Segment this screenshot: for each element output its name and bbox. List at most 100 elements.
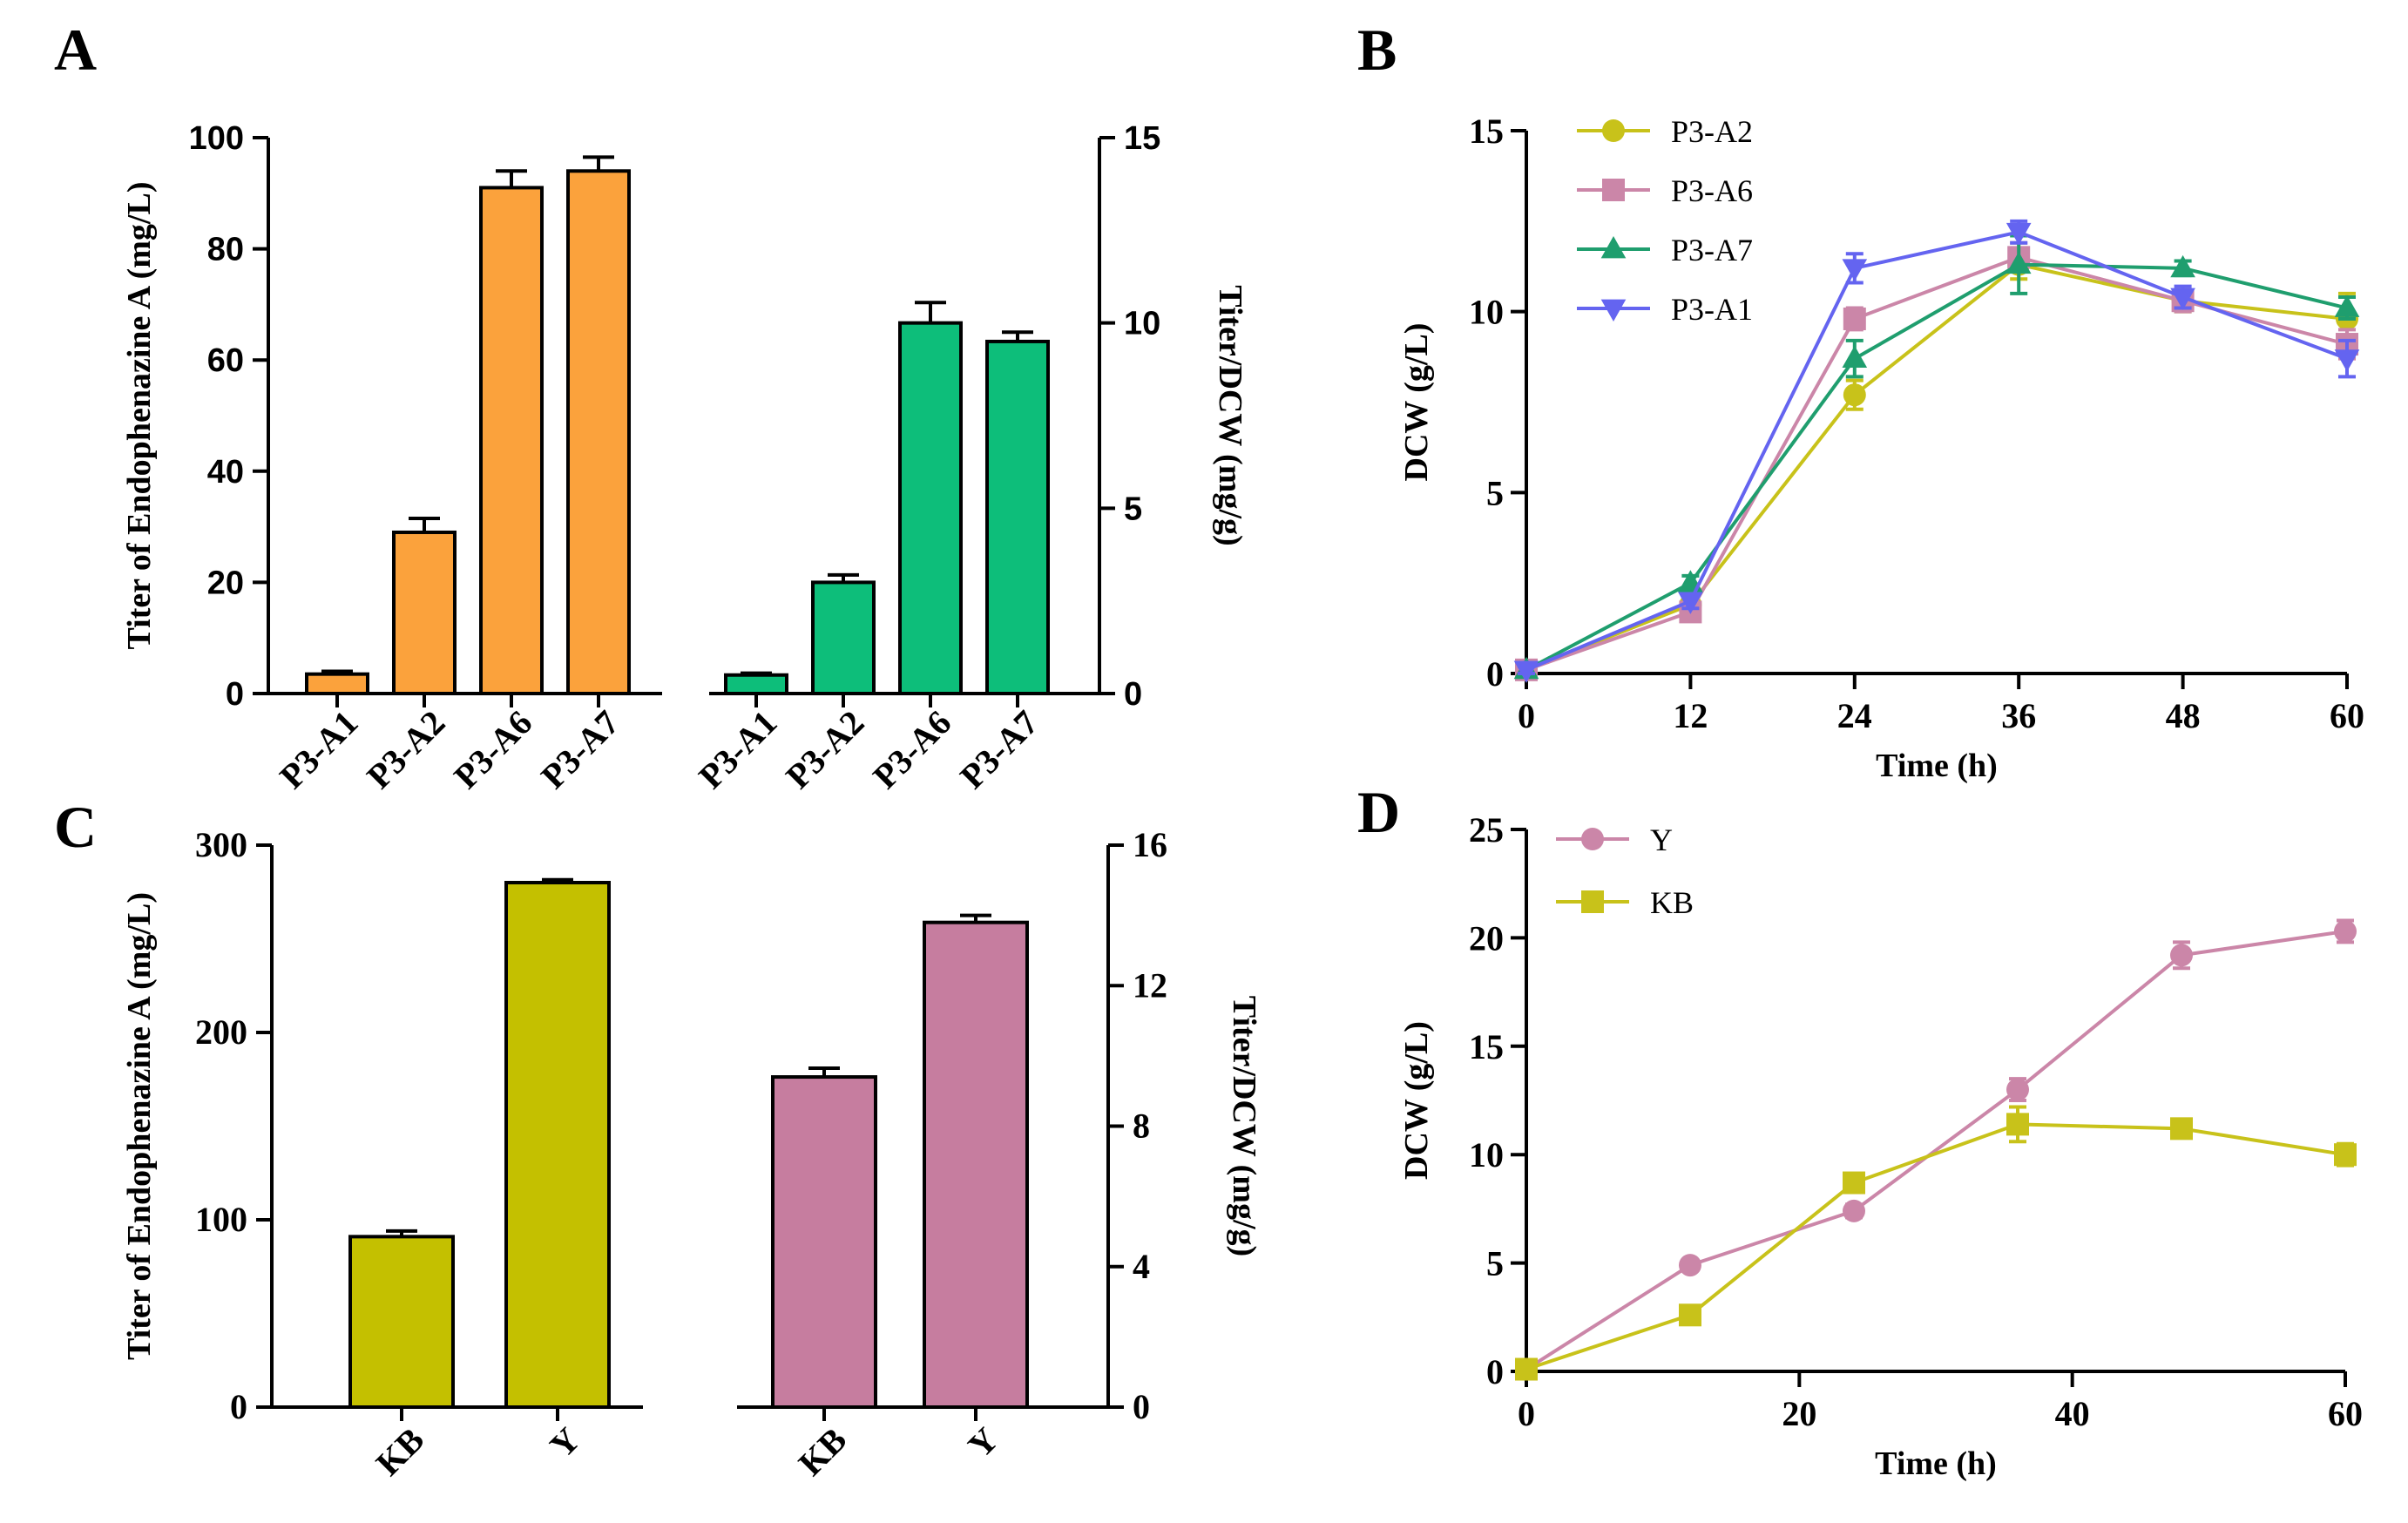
x-tick-label-20: 20 [1782,1394,1816,1433]
x-tick-label-0: 0 [1518,1394,1535,1433]
point-y-36 [2006,1078,2029,1101]
point-kb-36 [2006,1113,2029,1136]
left-tick-label-40: 40 [207,454,244,491]
panel-b: 0 5 10 15 0 12 24 36 48 60 Time (h) DCW (g/L) P3-A2 P… [1398,112,2364,784]
legend-label-p3-a7: P3-A7 [1671,233,1753,267]
legend-label-kb: KB [1650,885,1694,920]
left-tick-label-60: 60 [207,342,244,379]
x-tick-label-kb-1: KB [791,1420,855,1484]
panel-c: 0 100 200 300 0 4 8 12 16 Titer of Endophenazine … [121,825,1262,1483]
point-p3-a1-48 [2170,288,2195,311]
right-tick-label-15: 15 [1124,120,1160,157]
x-tick-label-p3-a2-0: P3-A2 [359,703,452,796]
point-p3-a1-36 [2006,222,2032,246]
left-axis-title: Titer of Endophenazine A (mg/L) [121,892,158,1360]
y-tick-label-5: 5 [1486,1244,1504,1283]
x-tick-label-24: 24 [1837,696,1872,735]
point-p3-a1-0 [1513,660,1539,683]
legend-label-p3-a2: P3-A2 [1671,114,1753,149]
point-p3-a7-48 [2170,254,2195,278]
bar-titer-dcw-p3-a2 [811,580,876,696]
series-line-y [1525,929,2346,1371]
x-tick-label-0: 0 [1518,696,1535,735]
x-tick-label-p3-a6-1: P3-A6 [865,703,958,796]
bar-titer-kb [348,1235,455,1409]
x-tick-label-kb-0: KB [369,1420,432,1484]
x-tick-label-40: 40 [2055,1394,2090,1433]
x-tick-label-y-1: Y [960,1419,1005,1465]
y-tick-label-10: 10 [1469,1135,1504,1174]
series-line-kb [1525,1122,2346,1371]
point-p3-a7-24 [1842,345,1868,369]
left-tick-label-300: 300 [195,825,247,864]
point-kb-48 [2170,1117,2193,1141]
x-tick-label-36: 36 [2001,696,2036,735]
right-tick-label-8: 8 [1133,1107,1150,1146]
legend-marker-p3-a7 [1600,236,1627,259]
x-tick-label-60: 60 [2330,696,2364,735]
series-line-p3-a7 [1525,262,2348,672]
point-kb-24 [1843,1171,1865,1195]
y-tick-label-15: 15 [1469,112,1504,151]
panel-a: 0 20 40 60 80 100 0 5 10 15 Titer of Endophenazine… [121,120,1248,796]
x-tick-label-y-0: Y [542,1419,587,1465]
point-y-60 [2334,919,2357,943]
series-line-p3-a6 [1525,255,2348,672]
point-kb-12 [1679,1303,1701,1327]
bar-titer-dcw-kb [771,1075,877,1409]
series-line-p3-a1 [1525,230,2348,672]
legend-label-p3-a6: P3-A6 [1671,173,1753,208]
legend-marker-y [1581,828,1604,850]
right-tick-label-5: 5 [1124,491,1142,527]
bar-titer-dcw-p3-a6 [898,321,963,695]
point-p3-a2-24 [1843,383,1866,407]
x-tick-label-12: 12 [1673,696,1708,735]
right-tick-label-10: 10 [1124,306,1160,342]
left-tick-label-0: 0 [226,676,244,713]
x-tick-label-p3-a7-1: P3-A7 [952,703,1045,796]
point-p3-a7-36 [2006,251,2032,274]
point-p3-a1-60 [2334,349,2360,372]
right-tick-label-4: 4 [1133,1247,1150,1286]
right-tick-label-12: 12 [1133,965,1167,1005]
y-tick-label-0: 0 [1486,1352,1504,1391]
point-y-24 [1843,1199,1865,1222]
x-tick-label-p3-a1-1: P3-A1 [691,703,784,796]
right-axis-title: Titer/DCW (mg/g) [1212,285,1248,545]
right-axis-title: Titer/DCW (mg/g) [1226,996,1262,1256]
bar-titer-dcw-y [923,920,1029,1409]
x-tick-label-p3-a6-0: P3-A6 [446,703,539,796]
x-tick-label-p3-a1-0: P3-A1 [272,703,365,796]
y-tick-label-25: 25 [1469,810,1504,849]
left-tick-label-100: 100 [195,1200,247,1239]
x-tick-label-p3-a2-1: P3-A2 [778,703,871,796]
panel-letter-a: A [54,17,97,83]
bar-titer-p3-a6 [479,186,544,696]
left-axis-title: Titer of Endophenazine A (mg/L) [121,182,158,650]
right-tick-label-0: 0 [1133,1387,1150,1426]
panel-letter-d: D [1357,779,1400,845]
legend-label-p3-a1: P3-A1 [1671,292,1753,327]
panel-letter-c: C [54,794,97,860]
bar-titer-dcw-p3-a1 [724,673,788,696]
y-tick-label-10: 10 [1469,293,1504,332]
right-tick-label-0: 0 [1124,676,1142,713]
x-axis-title: Time (h) [1875,1445,1997,1482]
right-tick-label-16: 16 [1133,825,1167,864]
legend-marker-kb [1581,890,1604,913]
left-tick-label-100: 100 [189,120,244,157]
y-axis-title: DCW (g/L) [1398,1021,1435,1180]
x-axis-title: Time (h) [1876,748,1998,784]
left-tick-label-80: 80 [207,232,244,268]
panel-d: 0 5 10 15 20 25 0 20 40 60 Time (h) DCW (g/L) Y KB [1398,810,2363,1482]
legend-label-y: Y [1650,822,1673,857]
left-tick-label-0: 0 [230,1387,247,1426]
y-axis-title: DCW (g/L) [1398,323,1435,482]
left-tick-label-20: 20 [207,565,244,601]
y-tick-label-0: 0 [1486,654,1504,694]
bar-titer-dcw-p3-a7 [985,339,1050,695]
series-line-p3-a2 [1525,262,2348,672]
point-p3-a1-24 [1842,259,1868,281]
point-y-48 [2170,944,2193,967]
